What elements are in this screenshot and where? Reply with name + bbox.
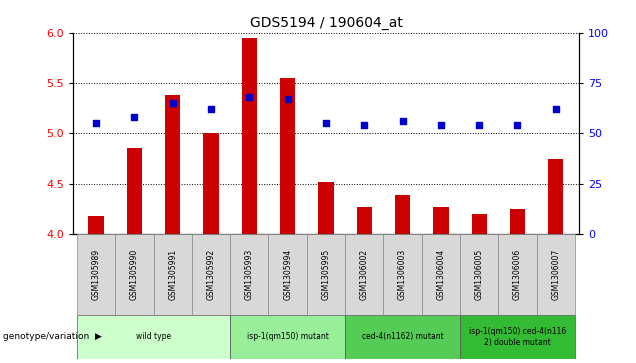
- FancyBboxPatch shape: [77, 315, 230, 359]
- Text: GSM1306002: GSM1306002: [360, 249, 369, 300]
- Point: [436, 122, 446, 128]
- Point: [244, 94, 254, 100]
- FancyBboxPatch shape: [499, 234, 537, 315]
- Text: genotype/variation  ▶: genotype/variation ▶: [3, 333, 102, 342]
- FancyBboxPatch shape: [115, 234, 153, 315]
- FancyBboxPatch shape: [192, 234, 230, 315]
- FancyBboxPatch shape: [345, 315, 460, 359]
- Point: [168, 100, 178, 106]
- Bar: [242, 38, 257, 234]
- FancyBboxPatch shape: [345, 234, 384, 315]
- Bar: [471, 214, 487, 234]
- Text: ced-4(n1162) mutant: ced-4(n1162) mutant: [362, 333, 443, 342]
- Point: [321, 121, 331, 126]
- FancyBboxPatch shape: [460, 315, 575, 359]
- Bar: [88, 216, 104, 234]
- FancyBboxPatch shape: [384, 234, 422, 315]
- Point: [206, 106, 216, 112]
- FancyBboxPatch shape: [230, 315, 345, 359]
- Text: GSM1306003: GSM1306003: [398, 249, 407, 300]
- Point: [398, 118, 408, 124]
- Text: isp-1(qm150) mutant: isp-1(qm150) mutant: [247, 333, 329, 342]
- Text: GSM1305995: GSM1305995: [321, 249, 331, 300]
- Point: [551, 106, 561, 112]
- Point: [91, 121, 101, 126]
- Point: [359, 122, 370, 128]
- Bar: [280, 78, 295, 234]
- Point: [282, 96, 293, 102]
- Text: GSM1305994: GSM1305994: [283, 249, 292, 300]
- FancyBboxPatch shape: [460, 234, 499, 315]
- Text: wild type: wild type: [136, 333, 171, 342]
- FancyBboxPatch shape: [77, 234, 115, 315]
- Text: GSM1305990: GSM1305990: [130, 249, 139, 300]
- Text: GSM1305989: GSM1305989: [92, 249, 100, 300]
- FancyBboxPatch shape: [230, 234, 268, 315]
- Bar: [395, 195, 410, 234]
- Bar: [165, 95, 181, 234]
- Point: [129, 114, 139, 120]
- Point: [474, 122, 484, 128]
- Bar: [318, 182, 334, 234]
- Text: GSM1305991: GSM1305991: [169, 249, 177, 300]
- Bar: [510, 209, 525, 234]
- Bar: [433, 207, 448, 234]
- Bar: [127, 148, 142, 234]
- FancyBboxPatch shape: [307, 234, 345, 315]
- Text: GSM1305993: GSM1305993: [245, 249, 254, 300]
- FancyBboxPatch shape: [153, 234, 192, 315]
- Text: GSM1306004: GSM1306004: [436, 249, 445, 300]
- Text: GSM1305992: GSM1305992: [207, 249, 216, 300]
- Bar: [204, 133, 219, 234]
- Point: [513, 122, 523, 128]
- FancyBboxPatch shape: [422, 234, 460, 315]
- Text: GSM1306005: GSM1306005: [474, 249, 483, 300]
- Text: isp-1(qm150) ced-4(n116
2) double mutant: isp-1(qm150) ced-4(n116 2) double mutant: [469, 327, 566, 347]
- FancyBboxPatch shape: [537, 234, 575, 315]
- Text: GSM1306006: GSM1306006: [513, 249, 522, 300]
- Title: GDS5194 / 190604_at: GDS5194 / 190604_at: [249, 16, 403, 30]
- Bar: [357, 207, 372, 234]
- Bar: [548, 159, 563, 234]
- FancyBboxPatch shape: [268, 234, 307, 315]
- Text: GSM1306007: GSM1306007: [551, 249, 560, 300]
